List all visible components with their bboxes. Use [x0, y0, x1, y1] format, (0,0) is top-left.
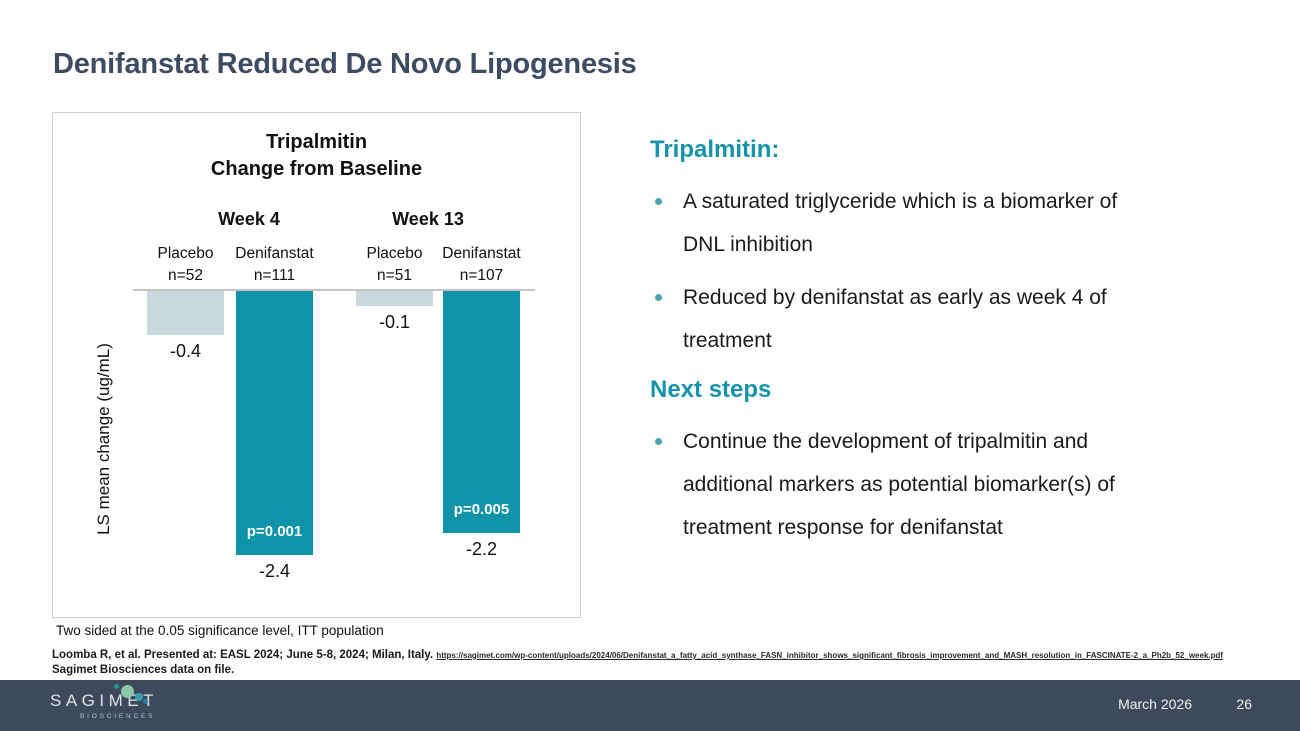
logo-dot-icon [121, 685, 134, 698]
bar-placebo [147, 291, 224, 335]
bar-denifanstat [443, 291, 520, 533]
arm-n-count: n=52 [168, 267, 203, 284]
y-axis-label: LS mean change (ug/mL) [94, 343, 113, 535]
page-title: Denifanstat Reduced De Novo Lipogenesis [53, 48, 637, 80]
footer-bar: SAGIMET BIOSCIENCES March 2026 26 [0, 680, 1300, 731]
week-header: Week 4 [218, 209, 280, 229]
arm-n-count: n=51 [377, 267, 412, 284]
bullet-icon [655, 294, 662, 301]
arm-name: Placebo [366, 245, 423, 262]
logo-dot-icon [114, 684, 119, 689]
data-on-file-note: Sagimet Biosciences data on file. [52, 664, 235, 676]
bullet-icon [655, 198, 662, 205]
arm-n-count: n=107 [459, 267, 504, 284]
logo-dot-icon [135, 693, 143, 701]
bullet-text: A saturated triglyceride which is a biom… [683, 190, 1118, 256]
bar-column-header: Placebo n=52 [128, 243, 244, 287]
references: Loomba R, et al. Presented at: EASL 2024… [52, 648, 1297, 677]
reference-citation: Loomba R, et al. Presented at: EASL 2024… [52, 649, 434, 661]
week-header: Week 13 [392, 209, 464, 229]
bullet-item: Continue the development of tripalmitin … [650, 420, 1155, 549]
footer-date: March 2026 [1118, 696, 1192, 712]
bullet-text: Reduced by denifanstat as early as week … [683, 286, 1107, 352]
bar-column-header: Placebo n=51 [337, 243, 453, 287]
reference-link[interactable]: https://sagimet.com/wp-content/uploads/2… [436, 651, 1224, 660]
bullet-text: Continue the development of tripalmitin … [683, 430, 1115, 539]
chart-baseline-axis [133, 289, 535, 291]
bar-value-label: -2.4 [258, 561, 291, 581]
bar-column-header: Denifanstat n=111 [217, 243, 333, 287]
arm-name: Placebo [157, 245, 214, 262]
chart-title-line2: Change from Baseline [210, 158, 423, 180]
section-heading-next-steps: Next steps [650, 376, 772, 403]
section-heading-tripalmitin: Tripalmitin: [650, 136, 780, 163]
bar-placebo [356, 291, 433, 306]
reference-line: Loomba R, et al. Presented at: EASL 2024… [52, 648, 1297, 663]
bullet-list-next-steps: Continue the development of tripalmitin … [650, 420, 1155, 549]
chart-footnote: Two sided at the 0.05 significance level… [56, 623, 384, 638]
page-number: 26 [1236, 696, 1252, 712]
bullet-icon [655, 438, 662, 445]
logo-wordmark: SAGIMET [50, 691, 159, 710]
bar-value-label: -0.4 [169, 341, 202, 361]
bar-value-label: -2.2 [465, 539, 498, 559]
bar-value-label: -0.1 [378, 312, 411, 332]
company-logo: SAGIMET BIOSCIENCES [50, 684, 170, 720]
arm-n-count: n=111 [253, 267, 296, 284]
bullet-list-tripalmitin: A saturated triglyceride which is a biom… [650, 180, 1155, 362]
p-value-label: p=0.001 [246, 523, 303, 540]
chart-panel: Tripalmitin Change from Baseline LS mean… [52, 112, 581, 618]
logo-subtext: BIOSCIENCES [80, 713, 156, 720]
chart-title-line1: Tripalmitin [265, 131, 368, 153]
p-value-label: p=0.005 [453, 501, 510, 518]
logo-dot-icon [143, 699, 148, 704]
bullet-item: A saturated triglyceride which is a biom… [650, 180, 1155, 266]
arm-name: Denifanstat [235, 245, 314, 262]
bullet-item: Reduced by denifanstat as early as week … [650, 276, 1155, 362]
chart-title: Tripalmitin Change from Baseline [53, 129, 580, 183]
text-panel: Tripalmitin: A saturated triglyceride wh… [650, 136, 1155, 559]
bar-column-header: Denifanstat n=107 [424, 243, 540, 287]
arm-name: Denifanstat [442, 245, 521, 262]
bar-denifanstat [236, 291, 313, 555]
